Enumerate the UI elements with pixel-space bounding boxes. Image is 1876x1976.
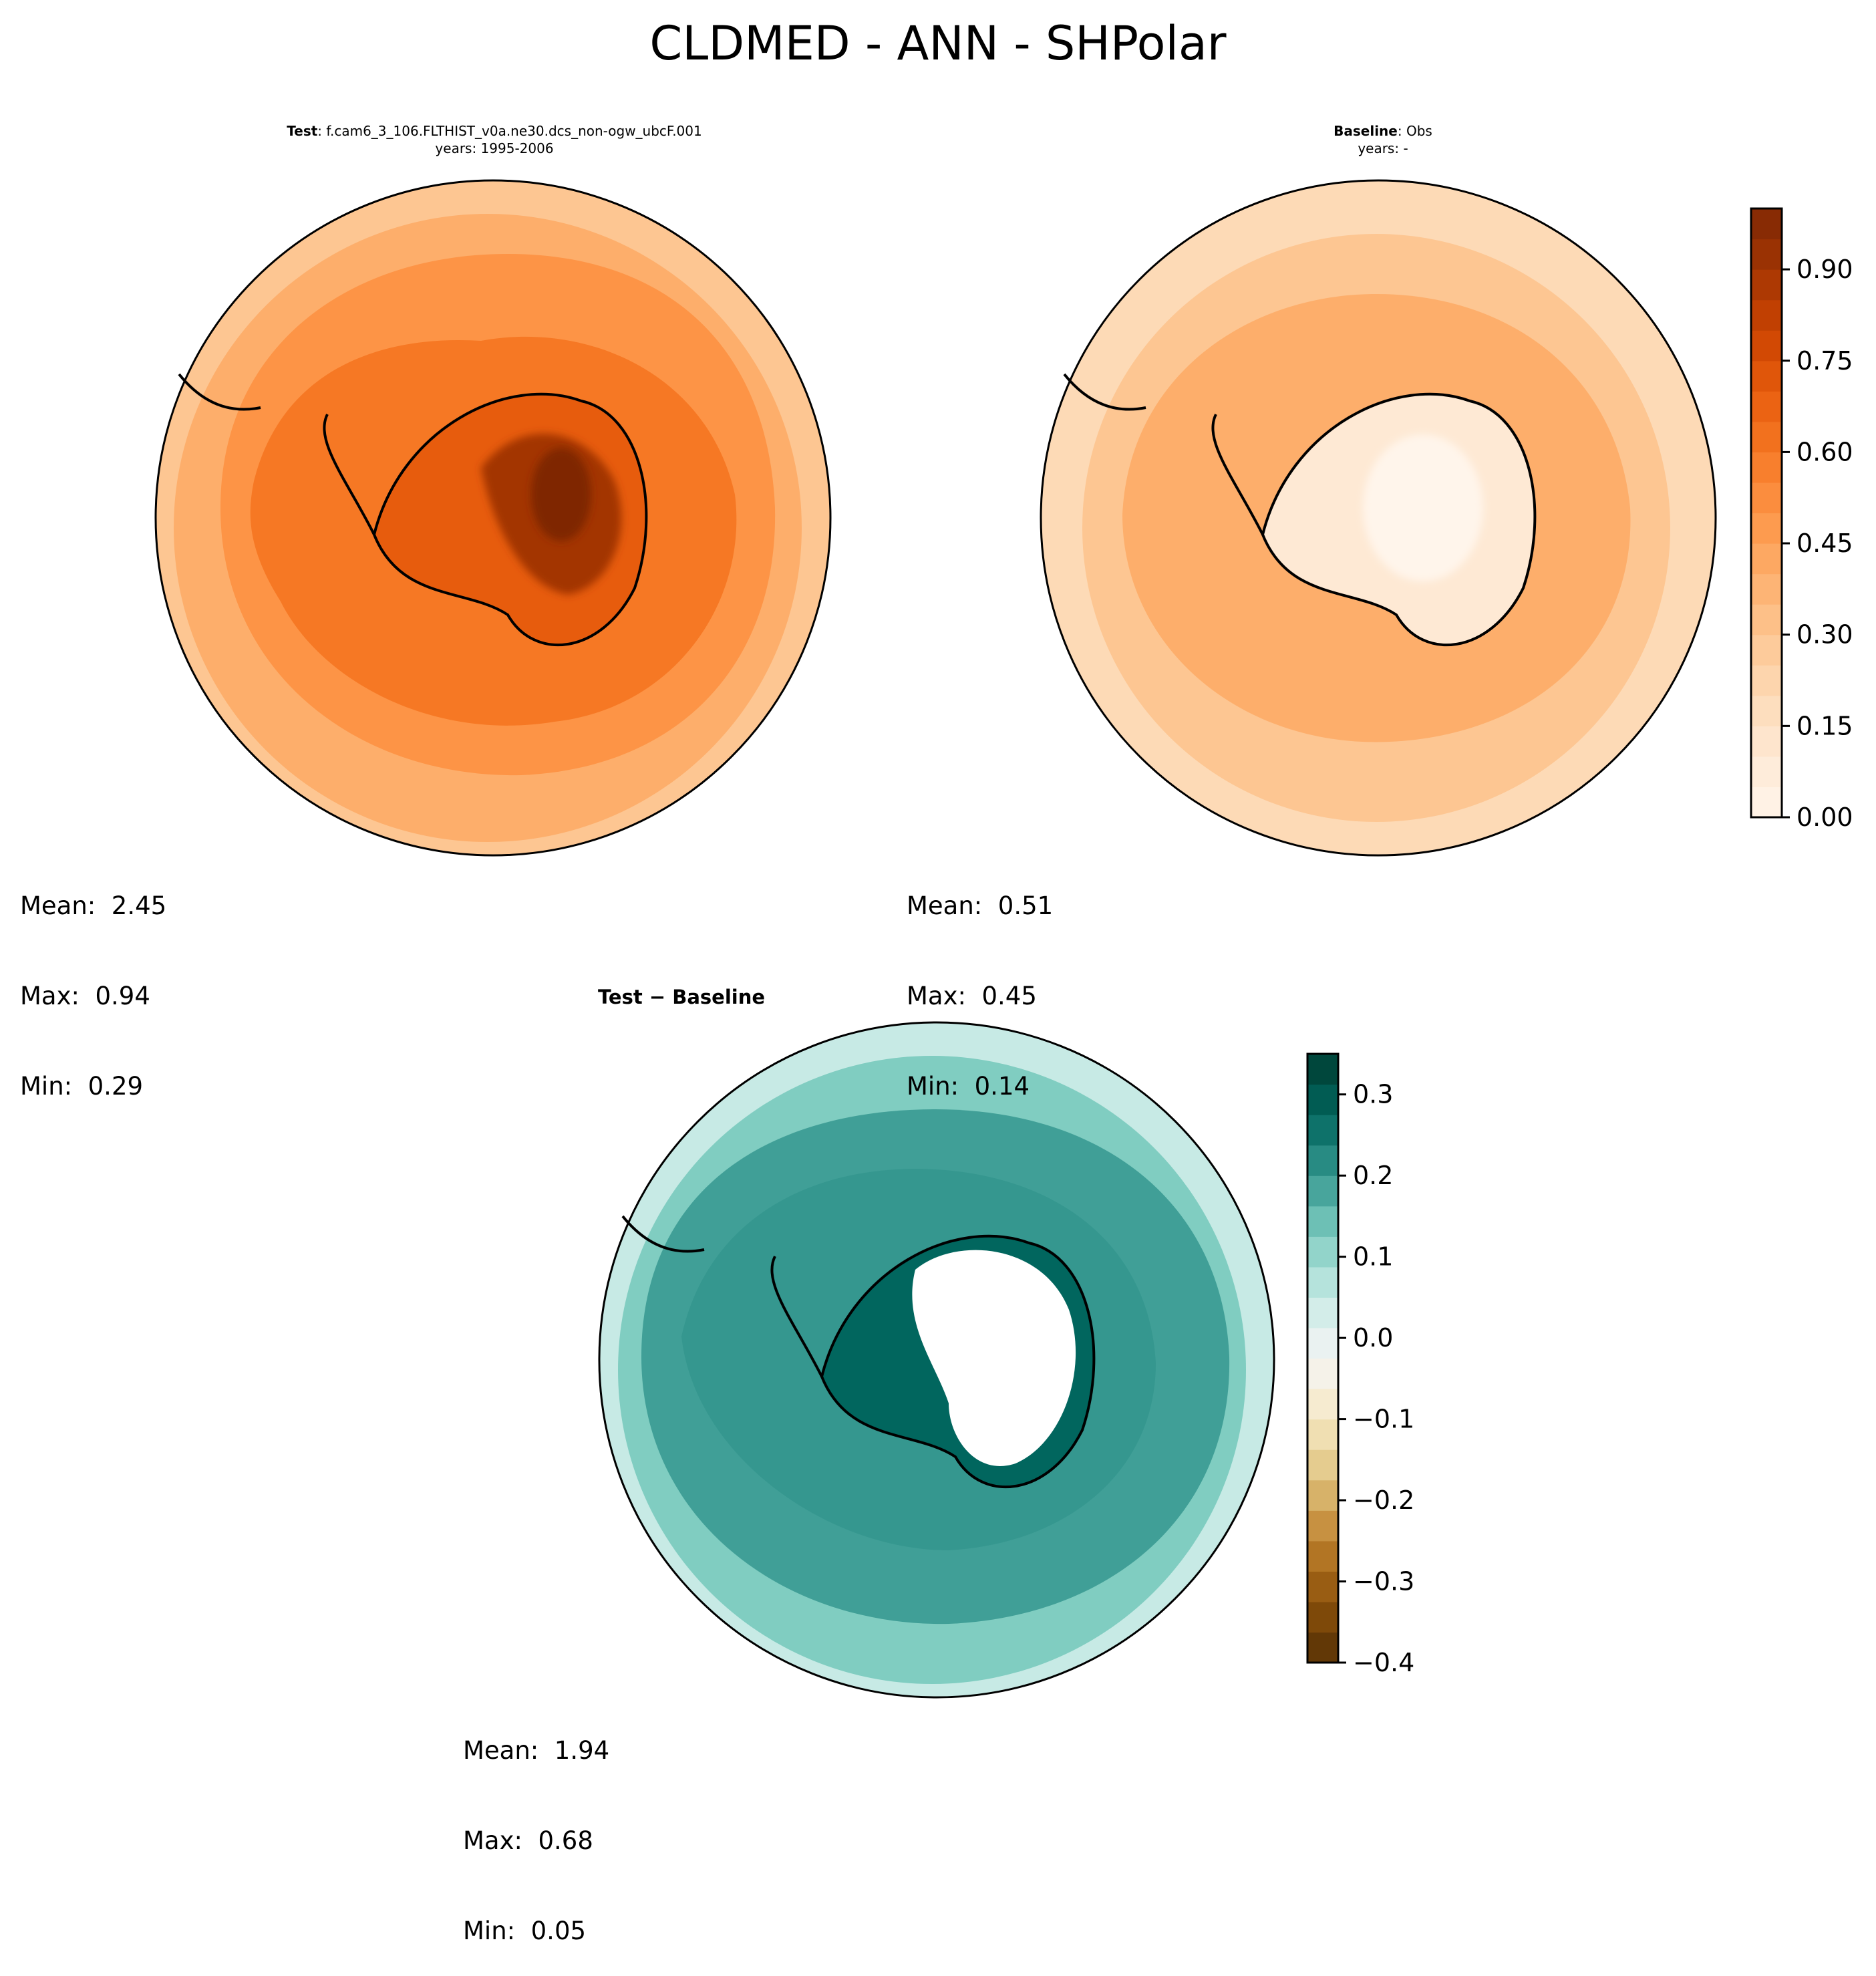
baseline-mean: Mean: 0.51 xyxy=(907,891,1054,920)
oranges-colorbar-level-11 xyxy=(1751,452,1782,483)
brbg-colorbar: −0.4 −0.3 −0.2 −0.1 0.0 0.1 0.2 0.3 xyxy=(1306,1052,1414,1677)
brbg-colorbar-level-5 xyxy=(1307,1479,1338,1511)
oranges-colorbar-level-12 xyxy=(1751,421,1782,452)
test-coastline xyxy=(372,392,648,647)
figure-canvas: 0.000.150.300.450.600.750.90 −0.4−0.3−0.… xyxy=(154,179,1853,1699)
oranges-colorbar-tick-label-2: 0.30 xyxy=(1796,620,1853,650)
brbg-colorbar-level-8 xyxy=(1307,1389,1338,1420)
baseline-min: Min: 0.14 xyxy=(907,1072,1030,1101)
baseline-field-core xyxy=(1363,434,1483,581)
diff-min: Min: 0.05 xyxy=(463,1917,587,1945)
brbg-colorbar-tick-label-0: −0.4 xyxy=(1353,1648,1414,1677)
brbg-colorbar-level-19 xyxy=(1307,1054,1338,1085)
brbg-colorbar-tick-label-1: −0.3 xyxy=(1353,1567,1414,1596)
baseline-max: Max: 0.45 xyxy=(907,982,1037,1010)
diff-map-border xyxy=(598,1021,1275,1699)
oranges-colorbar-level-4 xyxy=(1751,665,1782,696)
oranges-colorbar-level-7 xyxy=(1751,573,1782,605)
baseline-case-name: Obs xyxy=(1406,123,1432,139)
oranges-colorbar-level-6 xyxy=(1751,604,1782,636)
brbg-colorbar-level-6 xyxy=(1307,1449,1338,1481)
diff-stats: Mean: 1.94 Max: 0.68 Min: 0.05 xyxy=(463,1675,609,1976)
brbg-colorbar-frame xyxy=(1306,1052,1340,1664)
oranges-colorbar-tick-label-1: 0.15 xyxy=(1796,711,1853,740)
test-coast-peninsula xyxy=(178,373,375,535)
test-field-peak xyxy=(531,448,591,541)
brbg-colorbar-level-7 xyxy=(1307,1419,1338,1450)
brbg-colorbar-level-14 xyxy=(1307,1206,1338,1237)
oranges-colorbar-level-2 xyxy=(1751,726,1782,757)
brbg-colorbar-level-17 xyxy=(1307,1115,1338,1146)
brbg-colorbar-level-3 xyxy=(1307,1540,1338,1572)
baseline-label: Baseline xyxy=(1334,123,1398,139)
brbg-colorbar-tick-label-2: −0.2 xyxy=(1353,1486,1414,1515)
oranges-colorbar: 0.00 0.15 0.30 0.45 0.60 0.75 0.90 xyxy=(1750,207,1853,832)
oranges-colorbar-level-13 xyxy=(1751,391,1782,422)
brbg-colorbar-level-2 xyxy=(1307,1571,1338,1602)
brbg-colorbar-tick-label-5: 0.1 xyxy=(1353,1242,1393,1272)
brbg-colorbar-level-18 xyxy=(1307,1084,1338,1115)
oranges-colorbar-tick-label-6: 0.90 xyxy=(1796,255,1853,284)
diff-title: Test − Baseline xyxy=(598,986,766,1008)
test-max: Max: 0.94 xyxy=(20,982,150,1010)
brbg-colorbar-level-10 xyxy=(1307,1327,1338,1359)
baseline-stats: Mean: 0.51 Max: 0.45 Min: 0.14 xyxy=(907,831,1053,1131)
oranges-colorbar-level-3 xyxy=(1751,695,1782,726)
brbg-colorbar-level-11 xyxy=(1307,1297,1338,1328)
brbg-colorbar-tick-label-4: 0.0 xyxy=(1353,1323,1393,1353)
test-mean: Mean: 2.45 xyxy=(20,891,167,920)
oranges-colorbar-level-15 xyxy=(1751,330,1782,362)
test-case-name: f.cam6_3_106.FLTHIST_v0a.ne30.dcs_non-og… xyxy=(326,123,702,139)
test-map xyxy=(156,180,830,855)
brbg-colorbar-level-4 xyxy=(1307,1510,1338,1542)
baseline-years: years: - xyxy=(1358,140,1408,156)
oranges-colorbar-level-17 xyxy=(1751,269,1782,301)
oranges-colorbar-level-8 xyxy=(1751,543,1782,575)
brbg-colorbar-level-13 xyxy=(1307,1236,1338,1268)
brbg-colorbar-level-9 xyxy=(1307,1358,1338,1389)
test-stats: Mean: 2.45 Max: 0.94 Min: 0.29 xyxy=(20,831,166,1131)
figure-title: CLDMED - ANN - SHPolar xyxy=(649,16,1227,71)
oranges-colorbar-tick-label-4: 0.60 xyxy=(1796,437,1853,466)
oranges-colorbar-level-5 xyxy=(1751,634,1782,666)
brbg-colorbar-level-0 xyxy=(1307,1632,1338,1663)
test-min: Min: 0.29 xyxy=(20,1072,144,1101)
diff-map xyxy=(599,1022,1274,1697)
test-subtitle: Test: f.cam6_3_106.FLTHIST_v0a.ne30.dcs_… xyxy=(194,122,795,157)
oranges-colorbar-tick-label-5: 0.75 xyxy=(1796,346,1853,376)
brbg-colorbar-tick-label-3: −0.1 xyxy=(1353,1405,1414,1434)
baseline-coast-peninsula xyxy=(1063,373,1264,535)
oranges-colorbar-frame xyxy=(1750,207,1783,819)
test-years: years: 1995-2006 xyxy=(435,140,554,156)
test-label: Test xyxy=(287,123,318,139)
oranges-colorbar-level-9 xyxy=(1751,513,1782,544)
brbg-colorbar-tick-label-7: 0.3 xyxy=(1353,1080,1393,1109)
oranges-colorbar-level-1 xyxy=(1751,756,1782,788)
brbg-colorbar-level-16 xyxy=(1307,1145,1338,1176)
baseline-coastline xyxy=(1261,392,1537,647)
brbg-colorbar-level-1 xyxy=(1307,1601,1338,1633)
oranges-colorbar-level-14 xyxy=(1751,360,1782,392)
baseline-subtitle: Baseline: Obs years: - xyxy=(1249,122,1517,157)
oranges-colorbar-level-0 xyxy=(1751,787,1782,818)
oranges-colorbar-tick-label-3: 0.45 xyxy=(1796,529,1853,558)
diff-coast-peninsula xyxy=(621,1215,823,1377)
oranges-colorbar-level-10 xyxy=(1751,482,1782,514)
brbg-colorbar-tick-label-6: 0.2 xyxy=(1353,1161,1393,1190)
diff-mean: Mean: 1.94 xyxy=(463,1736,610,1765)
test-map-border xyxy=(154,179,832,857)
diff-max: Max: 0.68 xyxy=(463,1826,593,1855)
oranges-colorbar-tick-label-0: 0.00 xyxy=(1796,803,1853,832)
baseline-map-border xyxy=(1040,179,1717,857)
brbg-colorbar-level-12 xyxy=(1307,1266,1338,1298)
oranges-colorbar-level-18 xyxy=(1751,239,1782,270)
diff-field-continent xyxy=(912,1250,1076,1466)
brbg-colorbar-level-15 xyxy=(1307,1175,1338,1207)
oranges-colorbar-level-16 xyxy=(1751,299,1782,331)
baseline-map xyxy=(1041,180,1716,855)
oranges-colorbar-level-19 xyxy=(1751,208,1782,240)
diff-coastline xyxy=(820,1234,1096,1489)
